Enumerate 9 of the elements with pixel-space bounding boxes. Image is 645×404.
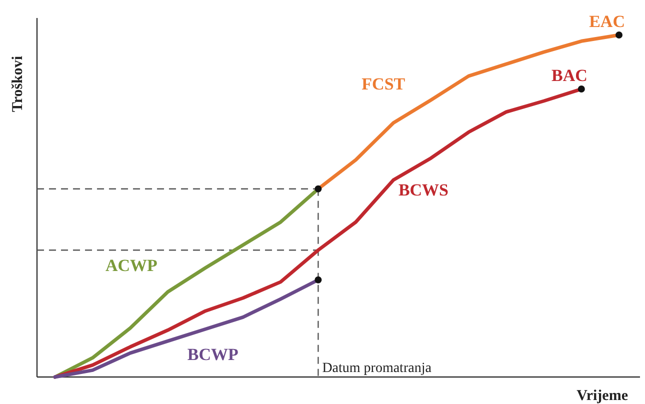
series-label: BCWP [187, 344, 238, 364]
series-label: BCWS [398, 180, 449, 200]
series-label: FCST [362, 74, 406, 94]
x-axis-title: Vrijeme [576, 388, 628, 404]
text: EAC [589, 12, 625, 31]
annotation: Datum promatranja [322, 361, 432, 376]
y-axis-title: Troškovi [10, 56, 26, 112]
series-label: ACWP [106, 256, 158, 275]
annotation: BAC [551, 66, 588, 86]
